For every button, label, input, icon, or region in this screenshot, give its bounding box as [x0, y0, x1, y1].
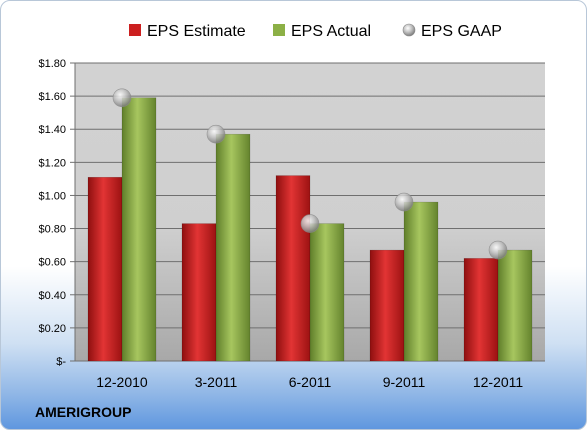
y-axis: $- $0.20 $0.40 $0.60 $0.80 $1.00 $1.20 $1.40 $1.… — [38, 58, 76, 368]
eps-actual-bar — [215, 133, 251, 362]
eps-actual-bar — [309, 223, 345, 362]
eps-gaap-marker — [394, 192, 414, 212]
legend: EPS Estimate EPS Actual EPS GAAP — [129, 23, 502, 40]
legend-eps-estimate-label: EPS Estimate — [147, 23, 246, 40]
eps-gaap-marker — [112, 88, 132, 108]
gaap-markers — [112, 88, 508, 260]
eps-estimate-bar — [463, 258, 499, 362]
eps-gaap-marker — [300, 214, 320, 233]
x-tick-label: 6-2011 — [289, 374, 332, 390]
legend-eps-actual-label: EPS Actual — [291, 23, 371, 40]
eps-estimate-bar — [87, 176, 123, 362]
eps-actual-bar — [497, 249, 533, 362]
x-tick-label: 12-2011 — [473, 374, 524, 390]
x-tick-label: 12-2010 — [96, 374, 148, 390]
company-label: AMERIGROUP — [35, 404, 131, 420]
y-tick-label: $1.20 — [38, 157, 66, 169]
legend-eps-gaap-label: EPS GAAP — [421, 23, 502, 40]
eps-actual-bar — [403, 201, 439, 362]
y-tick-label: $1.00 — [38, 190, 66, 202]
y-tick-label: $0.60 — [38, 257, 66, 269]
y-tick-label: $0.20 — [38, 323, 66, 335]
eps-actual-bar — [121, 97, 157, 362]
eps-gaap-marker — [206, 124, 226, 144]
eps-estimate-bar — [369, 249, 405, 362]
y-tick-label: $1.60 — [38, 91, 66, 103]
x-axis-labels: 12-2010 3-2011 6-2011 9-2011 12-2011 — [96, 374, 523, 390]
legend-eps-estimate-swatch — [129, 24, 141, 36]
eps-estimate-bar — [275, 175, 311, 362]
legend-eps-actual-swatch — [273, 24, 285, 36]
y-tick-label: $0.40 — [38, 290, 66, 302]
eps-gaap-marker — [488, 240, 508, 260]
y-tick-label: $- — [56, 356, 66, 368]
x-tick-label: 3-2011 — [195, 374, 238, 390]
y-tick-label: $0.80 — [38, 224, 66, 236]
y-tick-label: $1.80 — [38, 58, 66, 70]
eps-estimate-bar — [181, 223, 217, 362]
y-tick-label: $1.40 — [38, 124, 66, 136]
bars — [87, 97, 533, 362]
legend-eps-gaap-swatch — [402, 23, 416, 37]
x-tick-label: 9-2011 — [383, 374, 426, 390]
